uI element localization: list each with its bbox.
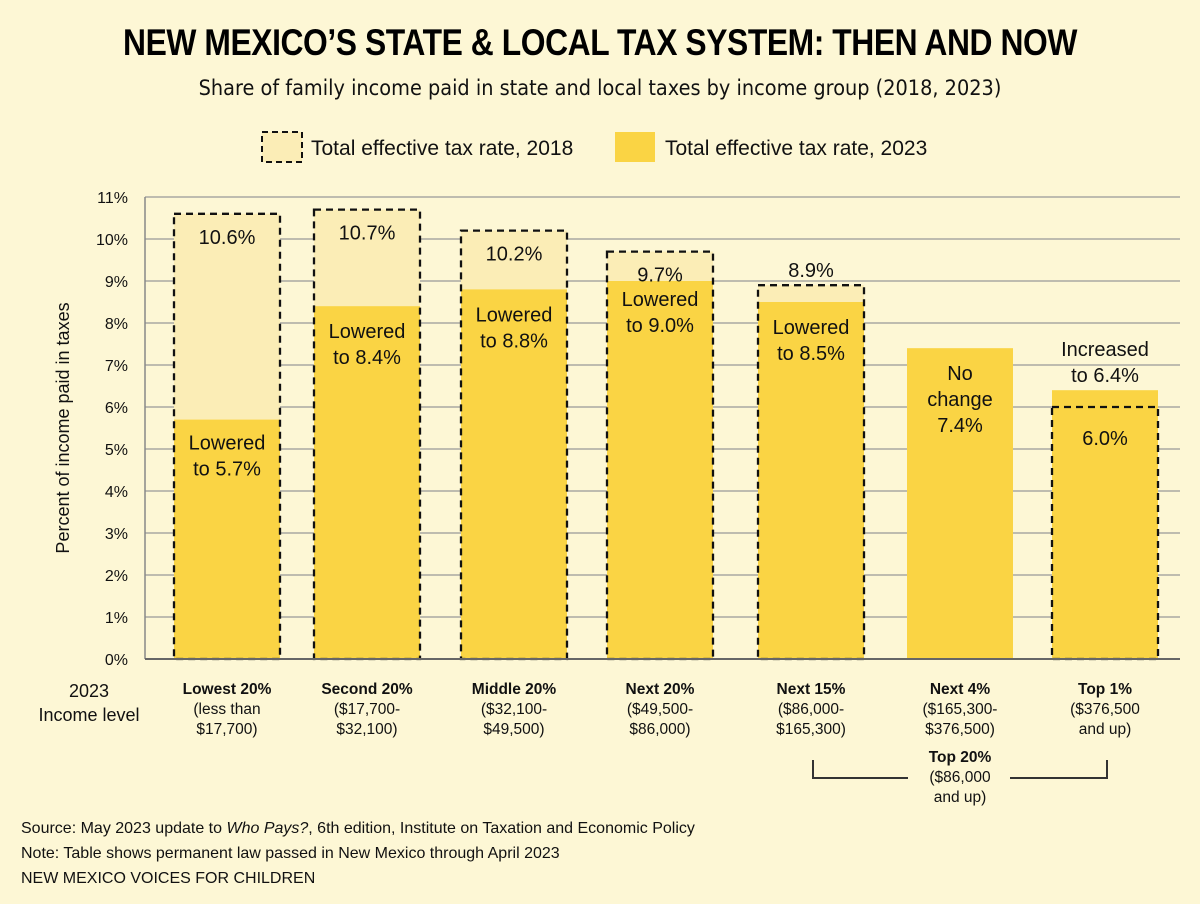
y-tick-label: 4% <box>105 484 128 501</box>
data-label-2023: Lowered <box>329 321 406 343</box>
category-label: Next 15% <box>777 681 846 698</box>
category-range: $165,300) <box>776 721 846 738</box>
data-label-2018: 9.7% <box>637 265 683 287</box>
group-range: ($86,000 <box>929 769 991 786</box>
y-tick-label: 2% <box>105 568 128 585</box>
bar-2018-outline <box>459 229 569 661</box>
legend-swatch-2018 <box>261 131 303 163</box>
category-range: $376,500) <box>925 721 995 738</box>
category-range: ($376,500 <box>1070 701 1140 718</box>
category-range: ($17,700- <box>334 701 400 718</box>
category-range: ($165,300- <box>923 701 998 718</box>
group-range: and up) <box>934 789 987 806</box>
y-tick-label: 10% <box>96 232 128 249</box>
group-label: Top 20% <box>929 749 992 766</box>
x-axis-title-year: 2023 <box>69 681 109 701</box>
y-tick-label: 9% <box>105 274 128 291</box>
category-label: Next 20% <box>626 681 695 698</box>
bar-2018-outline <box>312 208 422 661</box>
data-label-2023: Increased <box>1061 339 1149 361</box>
source-suffix: , 6th edition, Institute on Taxation and… <box>308 820 695 837</box>
source-title: Who Pays? <box>226 820 309 837</box>
data-label-2018: 10.7% <box>339 223 396 245</box>
y-tick-label: 1% <box>105 610 128 627</box>
legend-label-2023: Total effective tax rate, 2023 <box>665 137 927 160</box>
x-axis-title-text: Income level <box>38 705 139 725</box>
bar-2023 <box>607 281 713 659</box>
category-range: $49,500) <box>483 721 544 738</box>
bar-2023 <box>1052 390 1158 659</box>
data-label-2023: to 8.4% <box>333 347 401 369</box>
bar-2023 <box>314 306 420 659</box>
bar-2023 <box>174 419 280 659</box>
data-label-2023: Lowered <box>189 433 266 455</box>
source-note: Source: May 2023 update to Who Pays?, 6t… <box>21 820 695 838</box>
y-tick-label: 5% <box>105 442 128 459</box>
data-label-2023: change <box>927 389 993 411</box>
organization-name: NEW MEXICO VOICES FOR CHILDREN <box>21 870 316 887</box>
group-bracket-right <box>1010 760 1108 779</box>
y-tick-label: 6% <box>105 400 128 417</box>
data-label-2023: to 6.4% <box>1071 365 1139 387</box>
y-tick-label: 11% <box>97 190 128 207</box>
data-label-2018: 10.6% <box>199 227 256 249</box>
category-label: Lowest 20% <box>183 681 272 698</box>
y-tick-label: 0% <box>105 652 128 669</box>
category-label: Middle 20% <box>472 681 557 698</box>
data-label-2023: to 8.5% <box>777 343 845 365</box>
source-prefix: Source: May 2023 update to <box>21 820 227 837</box>
bar-2023 <box>461 289 567 659</box>
data-label-2023: Lowered <box>476 304 553 326</box>
category-range: (less than <box>193 701 260 718</box>
chart-title: NEW MEXICO’S STATE & LOCAL TAX SYSTEM: T… <box>123 22 1077 63</box>
y-tick-label: 7% <box>105 358 128 375</box>
table-note: Note: Table shows permanent law passed i… <box>21 845 560 862</box>
data-label-2023: 7.4% <box>937 415 983 437</box>
data-label-2023: to 5.7% <box>193 459 261 481</box>
y-tick-label: 3% <box>105 526 128 543</box>
category-range: $32,100) <box>336 721 397 738</box>
bar-2023 <box>907 348 1013 659</box>
bar-2023 <box>758 302 864 659</box>
data-label-2023: No <box>947 363 973 385</box>
group-bracket-left <box>812 760 908 779</box>
chart-subtitle: Share of family income paid in state and… <box>198 76 1002 100</box>
category-range: $17,700) <box>196 721 257 738</box>
data-label-2018: 6.0% <box>1082 428 1128 450</box>
data-label-2023: Lowered <box>773 317 850 339</box>
category-range: $86,000) <box>629 721 690 738</box>
y-tick-label: 8% <box>105 316 128 333</box>
legend-label-2018: Total effective tax rate, 2018 <box>311 137 573 160</box>
data-label-2023: Lowered <box>622 289 699 311</box>
category-label: Top 1% <box>1078 681 1132 698</box>
category-range: and up) <box>1079 721 1132 738</box>
data-label-2023: to 9.0% <box>626 315 694 337</box>
category-label: Second 20% <box>321 681 413 698</box>
y-axis-title: Percent of income paid in taxes <box>53 302 73 553</box>
data-label-2018: 10.2% <box>486 244 543 266</box>
legend-swatch-2023 <box>615 132 655 162</box>
category-range: ($32,100- <box>481 701 547 718</box>
category-label: Next 4% <box>930 681 991 698</box>
data-label-2018: 8.9% <box>788 260 834 282</box>
category-range: ($86,000- <box>778 701 844 718</box>
category-range: ($49,500- <box>627 701 693 718</box>
data-label-2023: to 8.8% <box>480 330 548 352</box>
